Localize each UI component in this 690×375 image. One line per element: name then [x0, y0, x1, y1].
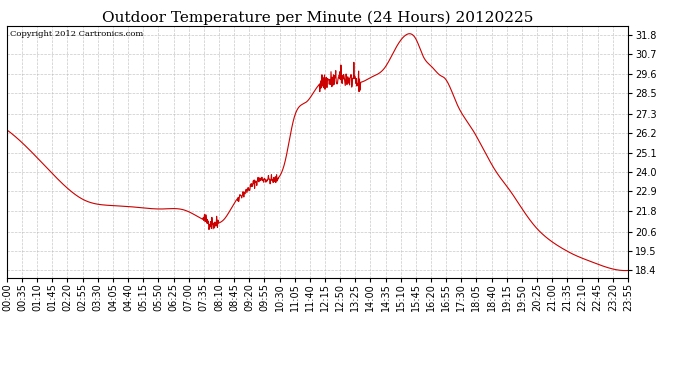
Text: Copyright 2012 Cartronics.com: Copyright 2012 Cartronics.com — [10, 30, 144, 38]
Title: Outdoor Temperature per Minute (24 Hours) 20120225: Outdoor Temperature per Minute (24 Hours… — [101, 11, 533, 25]
